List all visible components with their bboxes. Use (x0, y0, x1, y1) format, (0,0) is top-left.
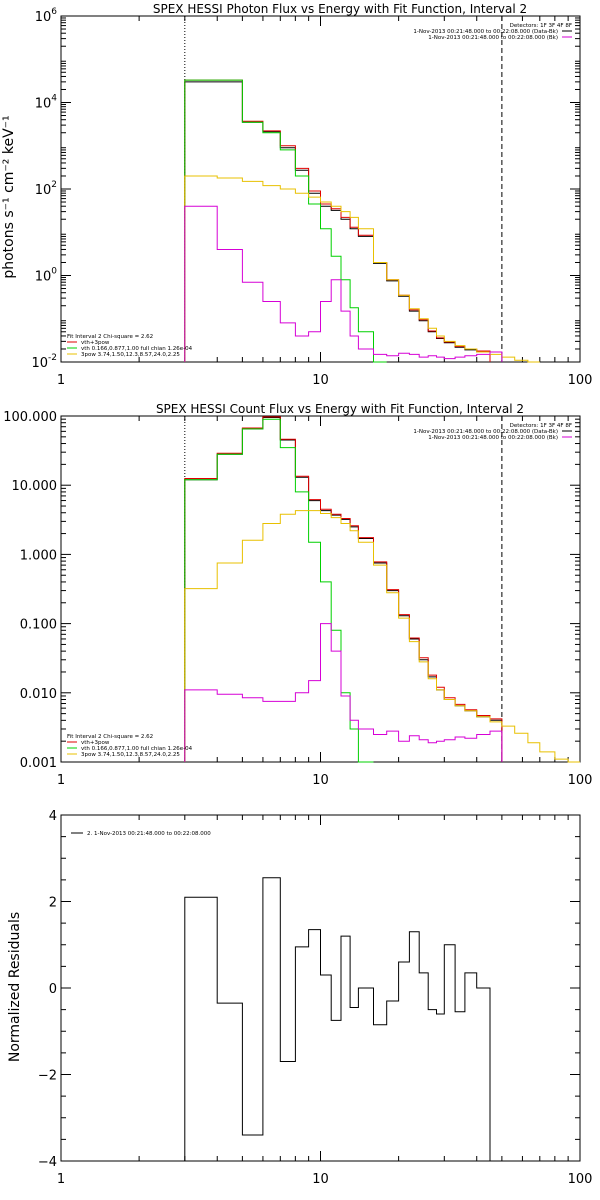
count-series-vth (184, 418, 374, 763)
residuals-y-tick-label: 2 (49, 896, 57, 911)
residuals-y-tick-label: 0 (49, 982, 57, 997)
count-y-tick-label: 0.001 (20, 756, 57, 771)
photon-legend-entry: 1-Nov-2013 00:21:48.000 to 00:22:08.000 … (413, 29, 558, 35)
residuals-x-tick-label: 100 (568, 1172, 593, 1187)
count-fit-legend-entry: vth+3pow (81, 740, 110, 746)
photon-fit-legend-header: Fit Interval 2 Chi-square = 2.62 (67, 334, 153, 340)
residuals-x-tick-label: 1 (57, 1172, 65, 1187)
photon-series-background (184, 205, 503, 362)
photon-series-data (184, 81, 491, 362)
count-y-tick-label: 0.100 (20, 618, 57, 633)
photon-series-vth-3pow (184, 79, 491, 362)
count-legend-header: Detectors: 1F 3F 4F 8F (510, 423, 572, 429)
photon-series-3pow (184, 175, 540, 363)
residuals-series-residuals (184, 877, 491, 1161)
count-chart-title: SPEX HESSI Count Flux vs Energy with Fit… (156, 402, 524, 416)
count-fit-legend-entry: 3pow 3.74,1.50,12.3,8.57,24.0,2.25 (81, 752, 180, 758)
photon-plot-area: 1 10 100 10-2 100 102 104 106 Detectors: 1F 3F 4… (31, 7, 592, 388)
photon-x-tick-label: 1 (57, 373, 65, 388)
residuals-legend-entry: 2. 1-Nov-2013 00:21:48.000 to 00:22:08.0… (87, 831, 211, 837)
count-fit-legend-header: Fit Interval 2 Chi-square = 2.62 (67, 734, 153, 740)
photon-y-tick-label: 100 (35, 267, 58, 285)
residuals-y-tick-label: −2 (38, 1069, 57, 1084)
count-y-tick-label: 0.010 (20, 687, 57, 702)
count-legend-entry: 1-Nov-2013 00:21:48.000 to 00:22:08.000 … (428, 435, 558, 441)
photon-legend-header: Detectors: 1F 3F 4F 8F (510, 23, 572, 29)
photon-y-tick-label: 102 (35, 180, 57, 198)
count-x-tick-label: 100 (568, 773, 593, 788)
count-plot-area: 1 10 100 0.001 0.010 0.100 1.000 10.000 100.000 D… (3, 410, 592, 788)
photon-y-tick-label: 10-2 (31, 353, 57, 371)
photon-fit-legend-entry: 3pow 3.74,1.50,12.3,8.57,24.0,2.25 (81, 352, 180, 358)
photon-series-vth (184, 79, 387, 363)
count-x-tick-label: 1 (57, 773, 65, 788)
count-series-3pow (184, 510, 580, 763)
photon-fit-legend-entry: vth 0.166,0.877,1.00 full chian 1.26e-04 (81, 346, 193, 352)
residuals-axes-frame (60, 814, 581, 1162)
residuals-y-tick-label: 4 (49, 809, 57, 824)
photon-chart-title: SPEX HESSI Photon Flux vs Energy with Fi… (153, 2, 527, 16)
photon-x-tick-label: 100 (568, 373, 593, 388)
photon-y-tick-label: 106 (35, 7, 58, 25)
photon-flux-panel: SPEX HESSI Photon Flux vs Energy with Fi… (1, 2, 592, 388)
photon-y-axis-label: photons s⁻¹ cm⁻² keV⁻¹ (1, 115, 17, 278)
count-flux-panel: SPEX HESSI Count Flux vs Energy with Fit… (3, 402, 592, 788)
count-y-tick-label: 10.000 (12, 479, 58, 494)
count-y-tick-label: 1.000 (20, 548, 57, 563)
count-series-background (184, 623, 503, 762)
residuals-panel: 1 10 100 −4 −2 0 2 4 2. 1-Nov-2013 00:21:48.000 … (7, 809, 592, 1187)
photon-fit-legend-entry: vth+3pow (81, 340, 110, 346)
count-fit-legend-entry: vth 0.166,0.877,1.00 full chian 1.26e-04 (81, 746, 193, 752)
photon-y-tick-label: 104 (35, 94, 58, 112)
residuals-y-axis-label: Normalized Residuals (7, 912, 23, 1062)
residuals-y-tick-label: −4 (38, 1155, 57, 1170)
count-x-tick-label: 10 (312, 773, 329, 788)
count-y-tick-label: 100.000 (3, 410, 57, 425)
count-legend-entry: 1-Nov-2013 00:21:48.000 to 00:22:08.000 … (413, 429, 558, 435)
photon-x-tick-label: 10 (312, 373, 329, 388)
count-series-vth-3pow (184, 416, 503, 762)
photon-legend-entry: 1-Nov-2013 00:21:48.000 to 00:22:08.000 … (428, 35, 558, 41)
residuals-x-tick-label: 10 (312, 1172, 329, 1187)
count-series-data (184, 417, 503, 762)
residuals-plot-area: 1 10 100 −4 −2 0 2 4 2. 1-Nov-2013 00:21:48.000 … (38, 809, 593, 1187)
